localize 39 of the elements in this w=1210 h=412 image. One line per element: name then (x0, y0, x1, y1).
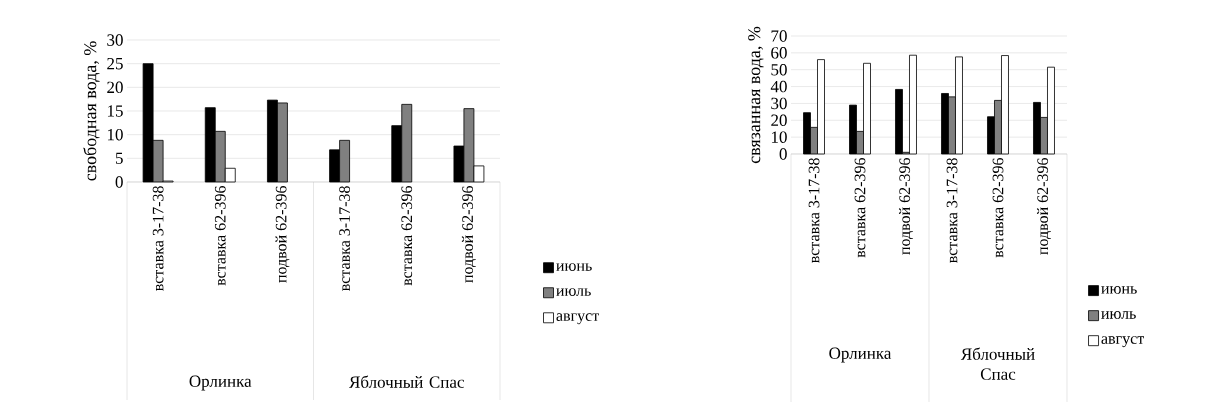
legend-label: июль (1101, 311, 1136, 319)
y-tick-label: 20 (107, 81, 123, 94)
y-tick-label: 30 (771, 97, 787, 110)
x-tick-label: вставка 3-17-38 (152, 186, 164, 291)
text: Яблочный Спас (960, 347, 1035, 380)
x-tick-label: вставка 3-17-38 (946, 158, 958, 263)
legend-label: июнь (1101, 286, 1137, 294)
text: Орлинка (189, 375, 252, 391)
x-tick-label: вставка 3-17-38 (339, 186, 350, 291)
x-tick-label: вставка 62-396 (401, 186, 413, 286)
y-tick-label: 70 (771, 30, 787, 42)
y-tick-label: 40 (770, 80, 787, 93)
legend-label: июнь (556, 263, 592, 271)
y-tick-label: 50 (771, 63, 787, 76)
y-tick-label: 10 (771, 131, 787, 143)
x-tick-label: вставка 62-396 (214, 186, 226, 286)
y-tick-label: 5 (115, 152, 123, 164)
x-tick-label: подвой 62-396 (1036, 158, 1052, 255)
x-tick-label: подвой 62-396 (461, 186, 476, 283)
text: Орлинка (829, 347, 892, 363)
y-tick-label: 15 (107, 105, 123, 117)
y-tick-label: 10 (107, 128, 123, 141)
x-tick-label: вставка 3-17-38 (808, 158, 820, 263)
y-tick-label: 0 (115, 176, 123, 188)
y-axis-title: свободная вода, % (83, 41, 100, 181)
y-tick-label: 0 (779, 148, 787, 160)
x-tick-label: вставка 62-396 (854, 158, 866, 258)
text: Яблочный Спас (349, 375, 464, 388)
y-tick-label: 25 (107, 57, 123, 70)
y-axis-title: связанная вода, % (748, 26, 764, 164)
x-tick-label: вставка 62-396 (992, 158, 1004, 258)
legend-label: август (556, 313, 599, 325)
y-tick-label: 20 (771, 114, 787, 127)
legend-label: июль (556, 288, 591, 296)
y-tick-label: 30 (107, 34, 123, 46)
y-tick-label: 60 (771, 47, 787, 59)
x-tick-label: подвой 62-396 (898, 158, 914, 255)
legend-label: август (1101, 336, 1145, 348)
x-tick-label: подвой 62-396 (275, 186, 290, 283)
